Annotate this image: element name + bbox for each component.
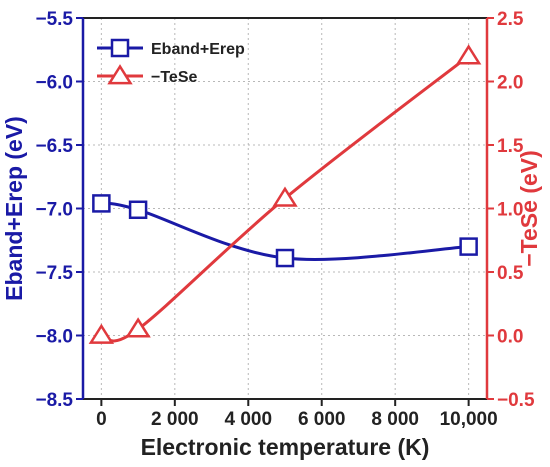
point-tese-1 bbox=[125, 317, 151, 338]
legend-marker-eband bbox=[110, 38, 130, 58]
ticks: 0 2 000 4 000 6 000 8 000 10,000 −8.5 −8.0 −7.5 −… bbox=[35, 9, 534, 430]
point-eband-2 bbox=[275, 248, 295, 268]
right-tick-label-0: −0.5 bbox=[497, 390, 535, 411]
legend: Eband+Erep −TeSe bbox=[97, 38, 245, 86]
left-tick-label-3: −7.0 bbox=[35, 200, 73, 221]
x-tick-label-0: 0 bbox=[96, 409, 107, 430]
left-tick-label-2: −7.5 bbox=[35, 263, 73, 284]
series bbox=[88, 44, 482, 344]
x-tick-label-1: 2 000 bbox=[151, 409, 199, 430]
left-tick-label-1: −8.0 bbox=[35, 327, 73, 348]
left-tick-label-5: −6.0 bbox=[35, 73, 73, 94]
series-line-eband bbox=[101, 201, 469, 261]
right-axis-title: −TeSe (eV) bbox=[516, 150, 542, 267]
right-tick-label-1: 0.0 bbox=[497, 327, 523, 348]
point-tese-2 bbox=[272, 186, 298, 207]
legend-label-eband: Eband+Erep bbox=[151, 41, 245, 58]
x-tick-label-3: 6 000 bbox=[298, 409, 346, 430]
right-tick-label-5: 2.0 bbox=[497, 73, 523, 94]
left-tick-label-0: −8.5 bbox=[35, 390, 73, 411]
point-tese-0 bbox=[88, 323, 115, 344]
point-eband-3 bbox=[459, 237, 478, 256]
point-eband-1 bbox=[128, 200, 148, 220]
legend-label-tese: −TeSe bbox=[151, 69, 198, 86]
x-axis-title: Electronic temperature (K) bbox=[141, 434, 430, 460]
x-tick-label-4: 8 000 bbox=[371, 409, 419, 430]
point-tese-3 bbox=[455, 44, 482, 65]
right-tick-label-6: 2.5 bbox=[497, 9, 524, 30]
x-tick-label-2: 4 000 bbox=[224, 409, 272, 430]
series-line-tese bbox=[101, 54, 470, 343]
legend-marker-tese bbox=[107, 64, 133, 85]
point-eband-0 bbox=[92, 194, 111, 213]
left-tick-label-6: −5.5 bbox=[35, 9, 73, 30]
right-tick-label-2: 0.5 bbox=[497, 263, 524, 284]
right-tick-label-3: 1.0 bbox=[497, 200, 523, 221]
left-tick-label-4: −6.5 bbox=[35, 136, 73, 157]
right-tick-label-4: 1.5 bbox=[497, 136, 524, 157]
x-tick-label-5: 10,000 bbox=[440, 409, 498, 430]
left-axis-title: Eband+Erep (eV) bbox=[1, 116, 27, 301]
